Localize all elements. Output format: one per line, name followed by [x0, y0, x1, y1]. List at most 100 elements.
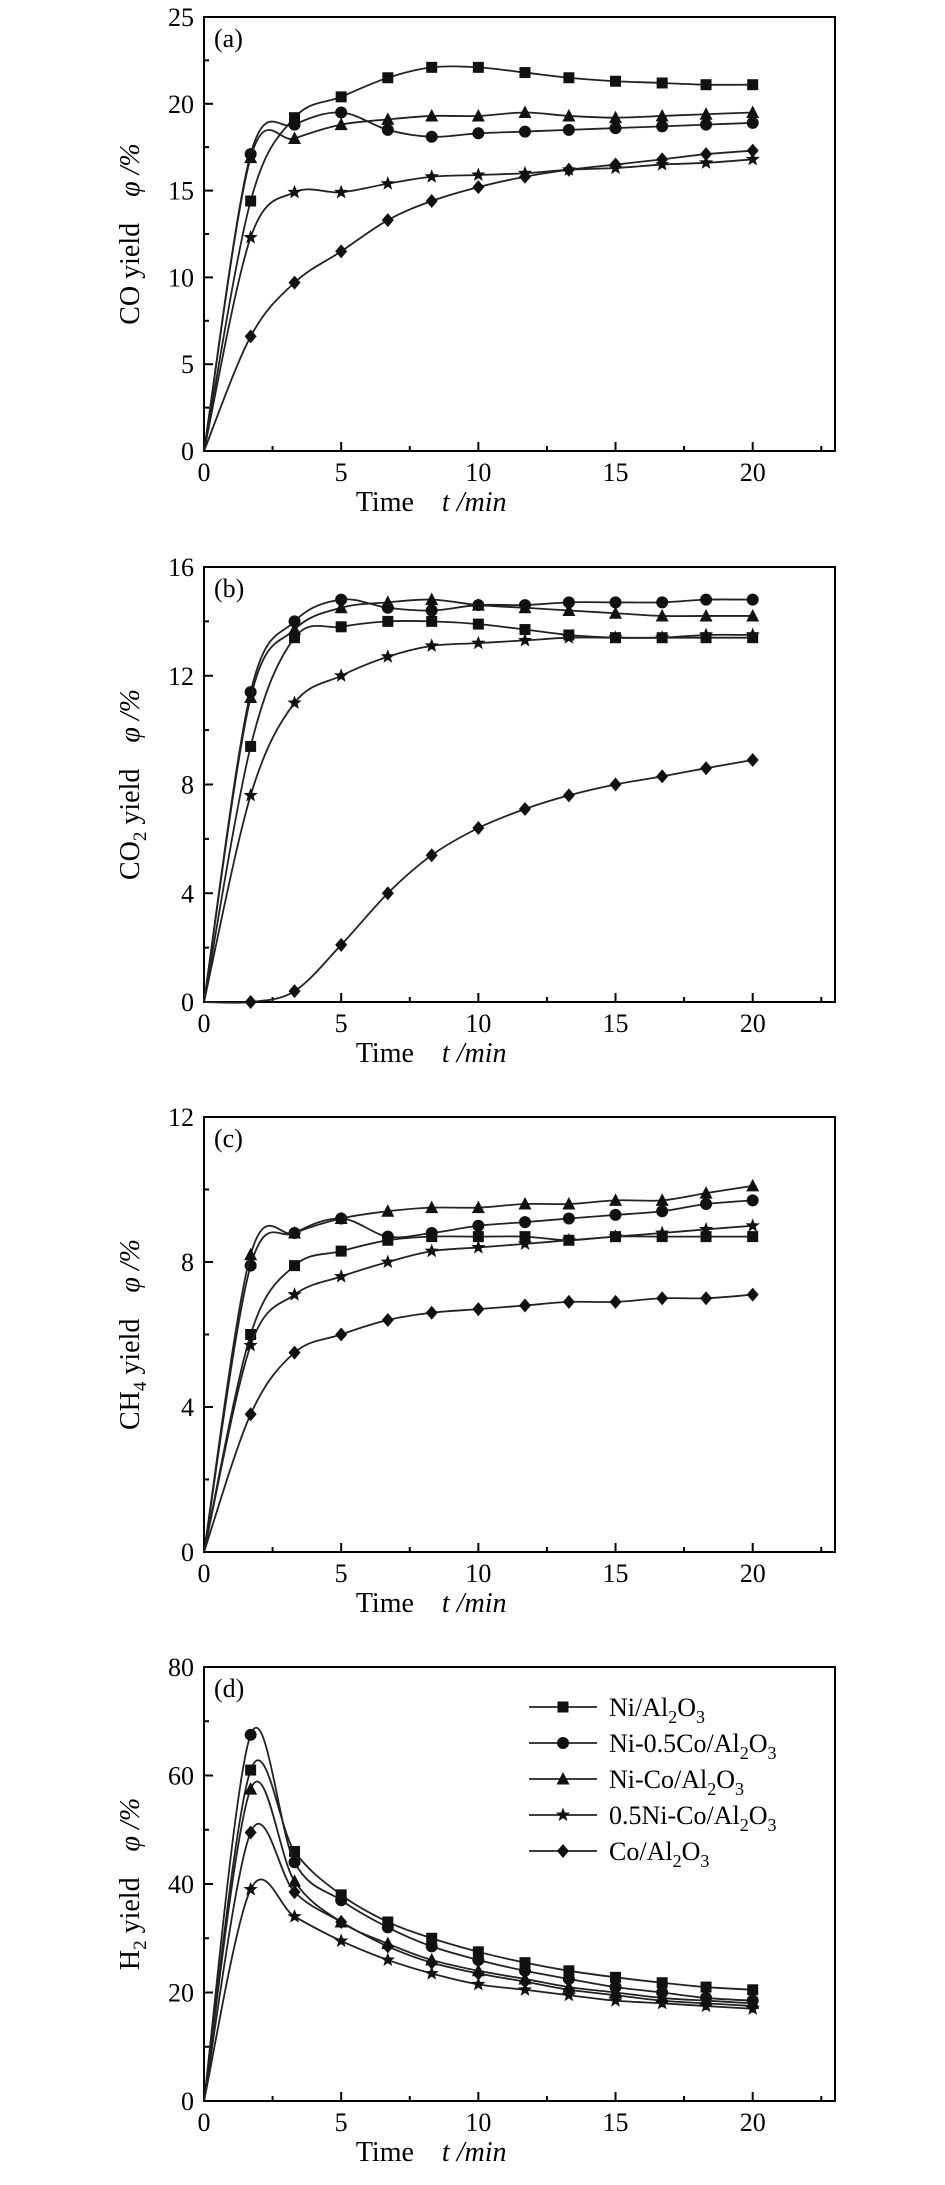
data-point-square	[700, 79, 712, 91]
series-line	[203, 111, 753, 452]
data-point-circle	[472, 1953, 485, 1966]
data-point-star	[471, 1976, 486, 1991]
data-point-square	[289, 632, 301, 644]
data-point-circle	[656, 596, 669, 609]
series-square	[203, 1231, 759, 1553]
data-point-diamond	[562, 1982, 575, 1997]
y-axis-title-rest: yield	[115, 1877, 146, 1940]
series-square	[203, 615, 759, 1003]
data-point-star	[517, 1982, 533, 1996]
series-line	[203, 1822, 753, 2102]
panel-label: (c)	[214, 1124, 243, 1153]
series-diamond	[203, 1287, 759, 1553]
x-tick-label: 15	[603, 2108, 629, 2137]
data-point-square	[426, 615, 438, 627]
data-point-diamond	[746, 1287, 759, 1302]
data-point-circle	[609, 122, 622, 135]
data-point-diamond	[472, 821, 485, 835]
data-point-circle	[335, 593, 348, 606]
y-tick-label: 4	[181, 879, 194, 908]
data-point-triangle	[471, 1200, 485, 1214]
data-point-square	[335, 91, 347, 103]
x-tick-label: 10	[465, 1009, 491, 1038]
y-tick-label: 60	[168, 1762, 194, 1791]
data-point-circle	[381, 1230, 394, 1243]
y-axis-unit: φ /%	[115, 1239, 146, 1293]
data-point-square	[656, 77, 668, 89]
data-point-diamond	[609, 1294, 622, 1309]
x-axis-unit: t /min	[442, 2137, 507, 2168]
data-point-star	[608, 1229, 623, 1243]
y-tick-label: 16	[168, 553, 194, 582]
data-point-diamond	[656, 769, 669, 784]
y-axis-title-rest: yield	[115, 769, 146, 832]
data-point-diamond	[288, 1885, 301, 1900]
series-line	[203, 1184, 753, 1553]
x-tick-label: 5	[335, 2108, 348, 2137]
data-point-square	[472, 1946, 484, 1958]
data-point-triangle	[655, 108, 669, 122]
data-point-star	[655, 630, 670, 644]
data-point-star	[334, 1269, 349, 1283]
data-point-star	[745, 1218, 760, 1232]
data-point-square	[382, 615, 394, 627]
data-point-diamond	[288, 1345, 301, 1360]
data-point-triangle	[244, 1247, 258, 1261]
data-point-star	[243, 1337, 258, 1352]
data-point-diamond	[244, 995, 257, 1009]
x-tick-label: 10	[465, 2108, 491, 2137]
legend-label-main: Co/Al	[609, 1837, 673, 1866]
data-point-triangle	[334, 600, 348, 614]
legend-label: 0.5Ni-Co/Al2O3	[609, 1801, 777, 1835]
panel-label: (a)	[214, 24, 243, 53]
data-point-triangle	[381, 112, 395, 125]
legend-label-sub: 2	[673, 1851, 682, 1871]
series-diamond	[203, 143, 759, 452]
data-point-square	[472, 61, 484, 73]
series-line	[203, 111, 753, 452]
y-tick-label: 25	[168, 3, 194, 32]
data-point-square	[563, 1965, 575, 1977]
data-point-triangle	[562, 1197, 576, 1210]
data-point-diamond	[381, 1939, 394, 1954]
data-point-triangle	[609, 606, 623, 619]
data-point-circle	[381, 1921, 394, 1934]
data-point-triangle	[244, 690, 258, 703]
x-tick-label: 15	[603, 458, 629, 487]
x-tick-label: 5	[335, 1009, 348, 1038]
y-tick-label: 12	[168, 662, 194, 691]
data-point-triangle	[746, 105, 760, 118]
legend-label-sub: 2	[668, 1707, 677, 1727]
data-point-circle	[562, 1972, 575, 1985]
data-point-diamond	[244, 1407, 257, 1422]
data-point-star	[287, 184, 302, 199]
series-triangle	[203, 105, 760, 452]
series-line	[203, 1224, 753, 1553]
y-tick-label: 12	[168, 1103, 194, 1132]
y-axis-label: CH4 yield φ /%	[115, 1239, 151, 1430]
y-axis-title: H	[115, 1950, 146, 1970]
data-point-triangle	[334, 117, 348, 131]
x-axis-label: Time t /min	[356, 1038, 507, 1069]
data-point-diamond	[562, 1294, 575, 1309]
legend-label-mid: O	[749, 1801, 768, 1830]
data-point-circle	[288, 615, 301, 628]
legend-label-mid: O	[749, 1729, 768, 1758]
legend-label-sub: 3	[735, 1779, 744, 1799]
data-point-circle	[746, 593, 759, 606]
data-point-triangle	[746, 1178, 760, 1192]
data-point-diamond	[700, 1291, 713, 1306]
data-point-star	[745, 151, 760, 166]
data-point-diamond	[656, 152, 669, 167]
data-point-triangle	[562, 108, 576, 122]
data-point-star	[380, 1952, 395, 1967]
data-point-triangle	[518, 105, 532, 118]
series-triangle	[203, 592, 760, 1003]
data-point-diamond	[335, 1914, 348, 1929]
data-point-square	[656, 1231, 668, 1243]
data-point-diamond	[518, 1974, 531, 1989]
x-axis-title: Time	[356, 1588, 414, 1619]
data-point-square	[610, 75, 622, 87]
data-point-star	[471, 1240, 486, 1254]
